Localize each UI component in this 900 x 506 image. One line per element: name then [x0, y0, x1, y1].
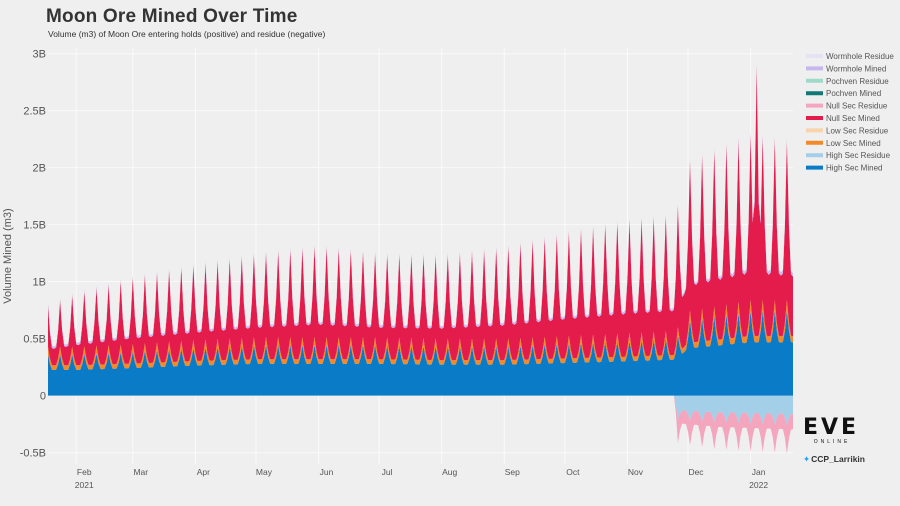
legend-label: Null Sec Mined: [826, 114, 880, 123]
x-tick-label: Apr: [197, 467, 210, 477]
legend-label: Null Sec Residue: [826, 102, 888, 111]
y-axis-label: Volume Mined (m3): [2, 208, 14, 303]
x-tick-label: May: [256, 467, 273, 477]
y-tick-label: 1B: [33, 277, 46, 289]
legend-label: Wormhole Mined: [826, 64, 886, 73]
x-tick-label: Jun: [320, 467, 334, 477]
legend-label: Low Sec Mined: [826, 139, 881, 148]
x-tick-label: Aug: [442, 467, 457, 477]
y-tick-label: 3B: [33, 49, 46, 61]
legend-label: High Sec Residue: [826, 151, 891, 160]
y-tick-label: 1.5B: [23, 220, 46, 232]
author-handle: CCP_Larrikin: [811, 454, 865, 464]
twitter-icon: ✦: [803, 454, 811, 464]
y-tick-label: -0.5B: [20, 448, 46, 460]
legend-label: Pochven Mined: [826, 89, 881, 98]
eve-online-logo: EVE ONLINE: [803, 415, 861, 446]
high-sec-mined-area: [48, 310, 793, 396]
y-tick-label: 0.5B: [23, 334, 46, 346]
high-sec-residue-area: [48, 395, 793, 425]
chart-title: Moon Ore Mined Over Time: [46, 6, 298, 27]
y-tick-label: 0: [40, 391, 46, 403]
null-sec-mined-area: [48, 66, 793, 366]
legend-label: Low Sec Residue: [826, 126, 889, 135]
author-credit: ✦CCP_Larrikin: [803, 454, 865, 465]
legend-label: Wormhole Residue: [826, 52, 894, 61]
x-tick-label: Sep: [505, 467, 520, 477]
x-tick-label: Dec: [688, 467, 704, 477]
x-tick-label: Mar: [133, 467, 148, 477]
logo-subtext: ONLINE: [813, 439, 851, 445]
y-tick-label: 2B: [33, 163, 46, 175]
logo-text: EVE: [803, 415, 860, 440]
x-tick-label: Oct: [566, 467, 580, 477]
chart-subtitle: Volume (m3) of Moon Ore entering holds (…: [48, 29, 326, 39]
y-tick-label: 2.5B: [23, 106, 46, 118]
x-tick-label: Jan: [752, 467, 766, 477]
x-tick-label: Jul: [382, 467, 393, 477]
x-tick-year-label: 2022: [749, 480, 768, 490]
x-tick-label: Feb: [77, 467, 92, 477]
x-tick-label: Nov: [628, 467, 644, 477]
legend-label: Pochven Residue: [826, 77, 889, 86]
low-sec-mined-area: [48, 299, 793, 370]
legend-label: High Sec Mined: [826, 164, 882, 173]
x-tick-year-label: 2021: [75, 480, 94, 490]
